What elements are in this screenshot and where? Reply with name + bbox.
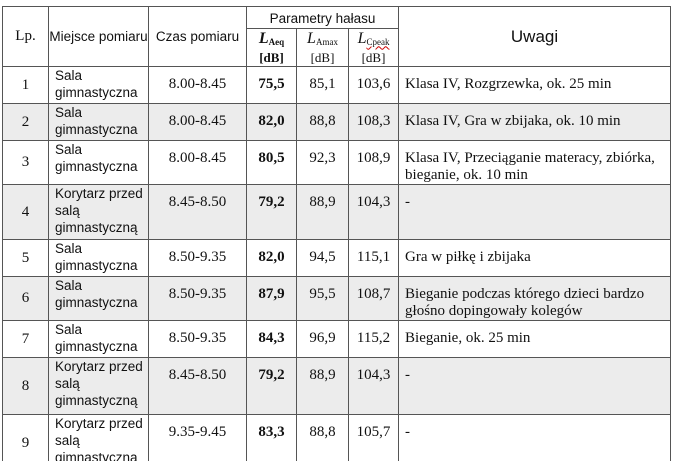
cell-lamax: 88,8 xyxy=(296,103,349,141)
table-row: 1 Sala gimnastyczna 8.00-8.45 75,5 85,1 … xyxy=(2,66,672,104)
cell-lcpeak: 104,3 xyxy=(347,357,400,415)
cell-lp: 1 xyxy=(2,66,49,104)
cell-note: Bieganie, ok. 25 min xyxy=(398,320,672,358)
cell-place: Sala gimnastyczna xyxy=(48,103,149,141)
cell-lamax: 96,9 xyxy=(296,320,349,358)
cell-note: - xyxy=(398,414,672,461)
cell-laeq: 84,3 xyxy=(246,320,297,358)
header-laeq: LAeq [dB] xyxy=(246,28,297,67)
cell-lcpeak: 108,7 xyxy=(347,276,400,321)
table-row: 9 Korytarz przed salą gimnastyczną 9.35-… xyxy=(2,414,672,461)
cell-place: Sala gimnastyczna xyxy=(48,66,149,104)
cell-lamax: 88,8 xyxy=(296,414,349,461)
cell-place: Korytarz przed salą gimnastyczną xyxy=(48,414,149,461)
cell-lcpeak: 115,2 xyxy=(347,320,400,358)
cell-lamax: 88,9 xyxy=(296,184,349,240)
cell-place: Sala gimnastyczna xyxy=(48,320,149,358)
cell-note: - xyxy=(398,357,672,415)
cell-laeq: 75,5 xyxy=(246,66,297,104)
table-row: 2 Sala gimnastyczna 8.00-8.45 82,0 88,8 … xyxy=(2,103,672,141)
cell-lcpeak: 105,7 xyxy=(347,414,400,461)
cell-time: 8.00-8.45 xyxy=(148,140,247,185)
cell-lcpeak: 104,3 xyxy=(347,184,400,240)
table-row: 8 Korytarz przed salą gimnastyczną 8.45-… xyxy=(2,357,672,415)
cell-lp: 9 xyxy=(2,414,49,461)
cell-lp: 6 xyxy=(2,276,49,321)
cell-lp: 5 xyxy=(2,239,49,277)
cell-time: 8.50-9.35 xyxy=(148,276,247,321)
table-row: 7 Sala gimnastyczna 8.50-9.35 84,3 96,9 … xyxy=(2,320,672,358)
cell-lcpeak: 103,6 xyxy=(347,66,400,104)
cell-note: - xyxy=(398,184,672,240)
cell-time: 8.00-8.45 xyxy=(148,103,247,141)
cell-time: 8.45-8.50 xyxy=(148,184,247,240)
header-lcpeak: LCpeak [dB] xyxy=(347,28,400,67)
table-row: 4 Korytarz przed salą gimnastyczną 8.45-… xyxy=(2,184,672,240)
cell-time: 8.50-9.35 xyxy=(148,320,247,358)
cell-place: Sala gimnastyczna xyxy=(48,276,149,321)
cell-lp: 2 xyxy=(2,103,49,141)
cell-place: Sala gimnastyczna xyxy=(48,140,149,185)
cell-lp: 4 xyxy=(2,184,49,240)
cell-laeq: 79,2 xyxy=(246,357,297,415)
cell-laeq: 82,0 xyxy=(246,103,297,141)
cell-laeq: 83,3 xyxy=(246,414,297,461)
header-parametry: Parametry hałasu xyxy=(245,6,400,29)
cell-laeq: 82,0 xyxy=(246,239,297,277)
cell-place: Sala gimnastyczna xyxy=(48,239,149,277)
cell-note: Klasa IV, Gra w zbijaka, ok. 10 min xyxy=(398,103,672,141)
table-row: 5 Sala gimnastyczna 8.50-9.35 82,0 94,5 … xyxy=(2,239,672,277)
cell-laeq: 79,2 xyxy=(246,184,297,240)
cell-lamax: 92,3 xyxy=(296,140,349,185)
header-lamax: LAmax [dB] xyxy=(296,28,349,67)
cell-lcpeak: 108,9 xyxy=(347,140,400,185)
cell-place: Korytarz przed salą gimnastyczną xyxy=(48,357,149,415)
cell-note: Klasa IV, Rozgrzewka, ok. 25 min xyxy=(398,66,672,104)
cell-note: Gra w piłkę i zbijaka xyxy=(398,239,672,277)
cell-lp: 3 xyxy=(2,140,49,185)
cell-laeq: 87,9 xyxy=(246,276,297,321)
cell-lcpeak: 115,1 xyxy=(347,239,400,277)
cell-time: 8.45-8.50 xyxy=(148,357,247,415)
cell-lamax: 95,5 xyxy=(296,276,349,321)
cell-note: Klasa IV, Przeciąganie materacy, zbiórka… xyxy=(398,140,672,185)
cell-time: 8.50-9.35 xyxy=(148,239,247,277)
table-row: 6 Sala gimnastyczna 8.50-9.35 87,9 95,5 … xyxy=(2,276,672,321)
cell-lamax: 85,1 xyxy=(296,66,349,104)
cell-time: 8.00-8.45 xyxy=(148,66,247,104)
header-czas: Czas pomiaru xyxy=(148,6,247,67)
cell-lp: 7 xyxy=(2,320,49,358)
cell-place: Korytarz przed salą gimnastyczną xyxy=(48,184,149,240)
cell-laeq: 80,5 xyxy=(246,140,297,185)
noise-measurement-table: Lp. Miejsce pomiaru Czas pomiaru Paramet… xyxy=(2,6,672,461)
table-row: 3 Sala gimnastyczna 8.00-8.45 80,5 92,3 … xyxy=(2,140,672,185)
header-miejsce: Miejsce pomiaru xyxy=(48,6,149,67)
cell-lamax: 88,9 xyxy=(296,357,349,415)
cell-note: Bieganie podczas którego dzieci bardzo g… xyxy=(398,276,672,321)
header-uwagi: Uwagi xyxy=(398,6,672,67)
cell-lcpeak: 108,3 xyxy=(347,103,400,141)
cell-time: 9.35-9.45 xyxy=(148,414,247,461)
cell-lamax: 94,5 xyxy=(296,239,349,277)
header-lp: Lp. xyxy=(2,6,49,67)
cell-lp: 8 xyxy=(2,357,49,415)
